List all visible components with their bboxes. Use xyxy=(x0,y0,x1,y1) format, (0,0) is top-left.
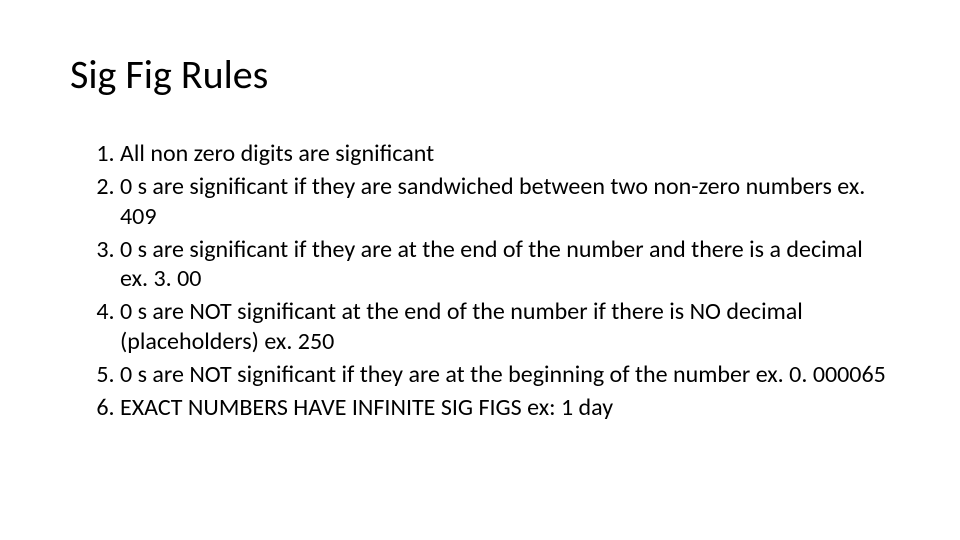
rule-item: 0 s are significant if they are at the e… xyxy=(120,235,890,294)
rule-item: 0 s are significant if they are sandwich… xyxy=(120,172,890,231)
rule-item: 0 s are NOT significant at the end of th… xyxy=(120,297,890,356)
rules-list: All non zero digits are significant 0 s … xyxy=(70,139,890,422)
slide-title: Sig Fig Rules xyxy=(70,50,890,99)
rule-item: 0 s are NOT significant if they are at t… xyxy=(120,360,890,389)
rule-item: EXACT NUMBERS HAVE INFINITE SIG FIGS ex:… xyxy=(120,393,890,422)
slide: Sig Fig Rules All non zero digits are si… xyxy=(0,0,960,540)
rule-item: All non zero digits are significant xyxy=(120,139,890,168)
